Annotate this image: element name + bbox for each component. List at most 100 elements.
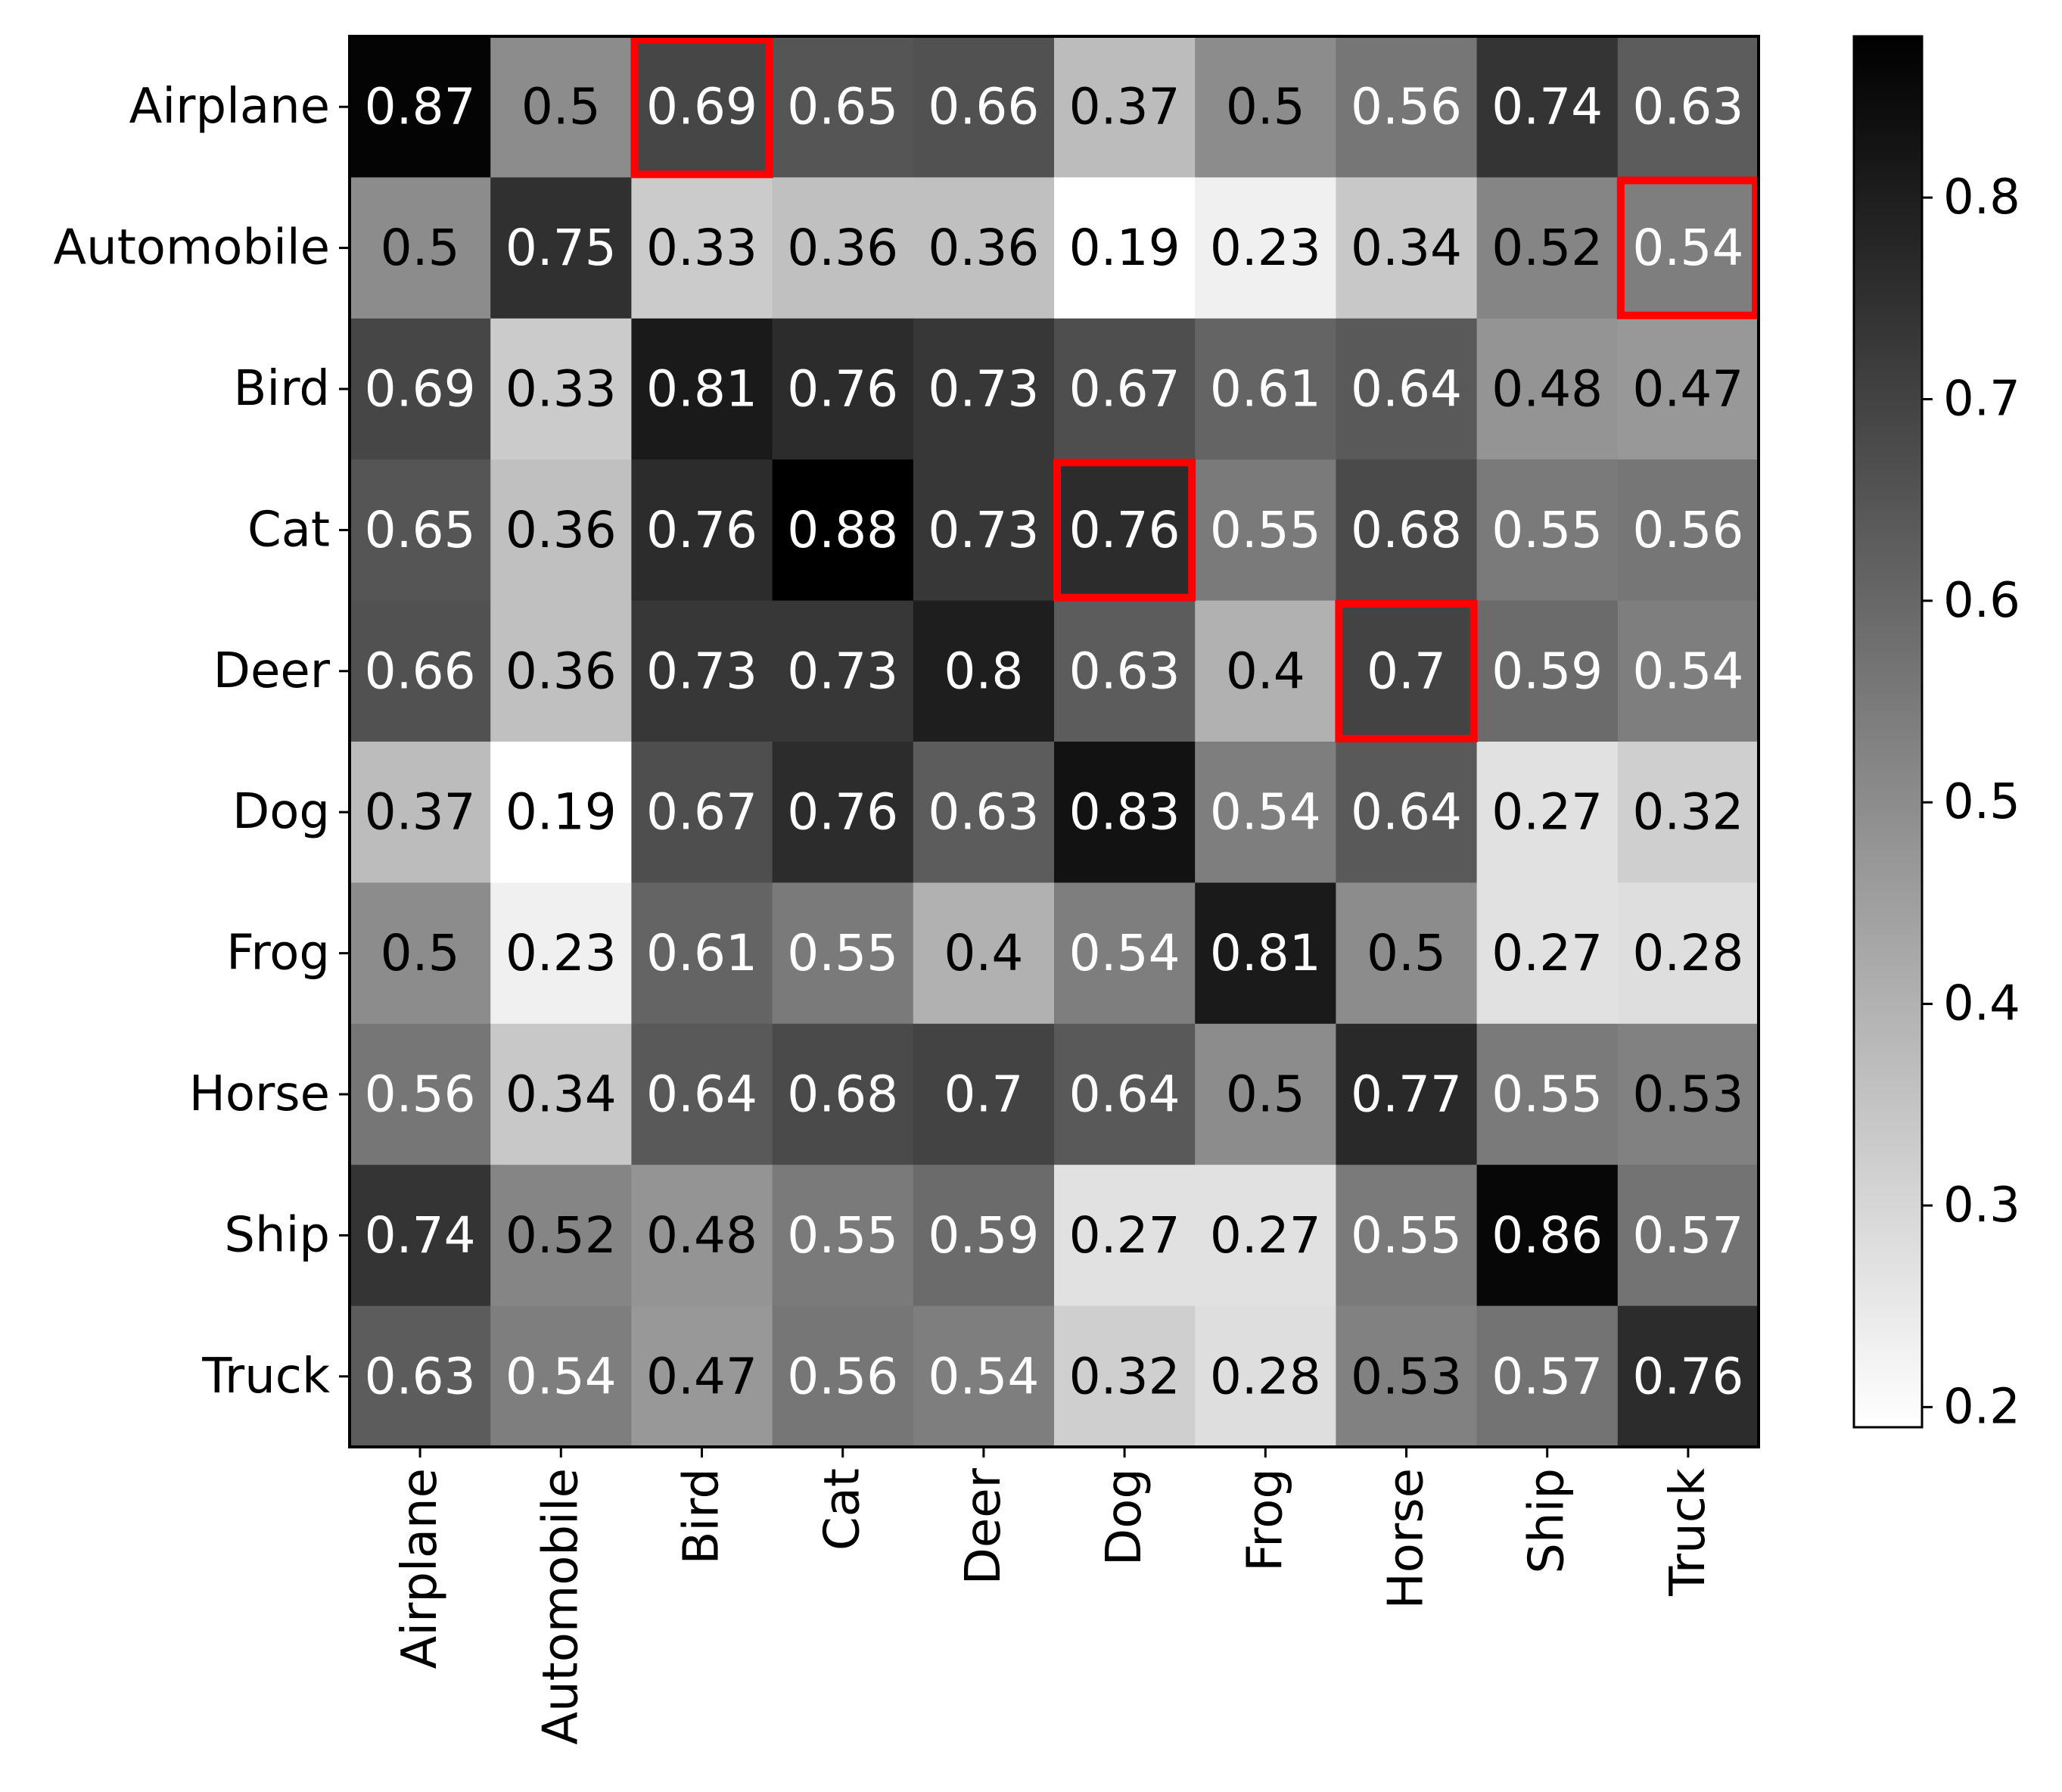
heatmap-cell: [1054, 318, 1196, 460]
heatmap-cell: [772, 1305, 914, 1448]
heatmap-cell: [490, 318, 632, 460]
cell-value-label: 0.47: [1632, 360, 1743, 418]
cell-value-label: 0.57: [1491, 1347, 1603, 1405]
cell-value-label: 0.76: [1632, 1347, 1743, 1405]
heatmap-cell: [1336, 882, 1478, 1025]
cell-value-label: 0.27: [1210, 1206, 1321, 1265]
cell-value-label: 0.59: [1491, 642, 1603, 700]
heatmap-cell: [913, 1165, 1055, 1307]
x-tick-label: Ship: [1519, 1468, 1575, 1574]
x-tick-label: Cat: [815, 1468, 871, 1551]
heatmap-cell: [913, 318, 1055, 460]
cell-value-label: 0.34: [505, 1066, 617, 1124]
heatmap-cell: [772, 882, 914, 1025]
cell-value-label: 0.27: [1491, 783, 1603, 842]
cell-value-label: 0.27: [1491, 924, 1603, 982]
x-tick-label: Horse: [1379, 1468, 1435, 1609]
cell-value-label: 0.19: [1069, 219, 1180, 277]
heatmap-cell: [490, 882, 632, 1025]
cell-value-label: 0.19: [505, 783, 617, 842]
heatmap-cell: [1476, 459, 1619, 602]
y-tick-label: Horse: [189, 1066, 330, 1122]
colorbar-tick-label: 0.2: [1943, 1379, 2020, 1435]
cell-value-label: 0.33: [646, 219, 757, 277]
heatmap-cell: [913, 459, 1055, 602]
heatmap-cell: [350, 36, 491, 178]
heatmap-cell: [1195, 1305, 1336, 1448]
cell-value-label: 0.52: [505, 1206, 617, 1265]
heatmap-cell: [1054, 600, 1196, 742]
cell-value-label: 0.81: [1210, 924, 1321, 982]
heatmap-cell: [1476, 1165, 1619, 1307]
heatmap-cell: [772, 459, 914, 602]
heatmap-cell: [913, 1305, 1055, 1448]
cell-value-label: 0.28: [1210, 1347, 1321, 1405]
highlight-box: [1053, 459, 1196, 602]
cell-value-label: 0.55: [1491, 1066, 1603, 1124]
heatmap-cell: [772, 742, 914, 883]
cell-value-label: 0.54: [505, 1347, 617, 1405]
colorbar-gradient: [1852, 35, 1924, 1429]
colorbar-tick-label: 0.4: [1943, 976, 2020, 1032]
heatmap-cell: [772, 318, 914, 460]
y-tick-label: Dog: [232, 784, 330, 840]
cell-value-label: 0.4: [944, 924, 1023, 982]
heatmap-cell: [772, 600, 914, 742]
heatmap-cell: [1336, 177, 1478, 319]
heatmap-cell: [1336, 600, 1478, 742]
colorbar-tick-label: 0.7: [1943, 371, 2020, 427]
heatmap-cell: [631, 882, 773, 1025]
cell-value-label: 0.5: [381, 924, 460, 982]
y-tick-label: Airplane: [129, 79, 330, 135]
x-axis: Airplane Automobile Bird Cat Deer Dog Frog Hors…: [392, 1447, 1716, 1745]
cell-value-label: 0.69: [365, 360, 476, 418]
heatmap-cell: [913, 177, 1055, 319]
heatmap-cell: [1195, 742, 1336, 883]
cell-value-label: 0.55: [1491, 501, 1603, 559]
cell-value-label: 0.66: [365, 642, 476, 700]
heatmap-cell: [1054, 882, 1196, 1025]
heatmap-cell: [1336, 1023, 1478, 1165]
cell-value-label: 0.28: [1632, 924, 1743, 982]
cell-value-label: 0.73: [928, 360, 1039, 418]
heatmap-cell: [490, 459, 632, 602]
cell-value-label: 0.65: [365, 501, 476, 559]
heatmap-cell: [490, 600, 632, 742]
cell-value-label: 0.65: [787, 78, 898, 136]
cell-value-label: 0.5: [381, 219, 460, 277]
cell-value-label: 0.61: [1210, 360, 1321, 418]
cell-value-label: 0.55: [1210, 501, 1321, 559]
cell-value-label: 0.63: [928, 783, 1039, 842]
plot-frame: [348, 35, 1760, 1448]
heatmap-cell: [631, 742, 773, 883]
heatmap-cell: [350, 600, 491, 742]
x-tick-label: Frog: [1237, 1468, 1293, 1572]
heatmap-cell: [1054, 177, 1196, 319]
cell-value-label: 0.73: [646, 642, 757, 700]
cell-value-label: 0.75: [505, 219, 617, 277]
x-tick-label: Airplane: [392, 1468, 448, 1669]
heatmap-cell: [1336, 1165, 1478, 1307]
cell-value-label: 0.86: [1491, 1206, 1603, 1265]
heatmap-cell: [1195, 36, 1336, 178]
heatmap-cell: [1476, 177, 1619, 319]
cell-value-label: 0.67: [1069, 360, 1180, 418]
heatmap-cell: [1617, 177, 1759, 319]
heatmap-cell: [1476, 882, 1619, 1025]
heatmap-cell: [350, 177, 491, 319]
cell-value-label: 0.55: [787, 1206, 898, 1265]
cell-value-label: 0.87: [365, 78, 476, 136]
heatmap-cell: [1617, 600, 1759, 742]
cell-value-label: 0.63: [1069, 642, 1180, 700]
y-tick-label: Automobile: [53, 220, 330, 276]
cell-value-label: 0.88: [787, 501, 898, 559]
cell-value-label: 0.56: [1351, 78, 1462, 136]
cell-value-label: 0.23: [505, 924, 617, 982]
cell-value-label: 0.23: [1210, 219, 1321, 277]
heatmap-cell: [913, 36, 1055, 178]
heatmap-cell: [1336, 318, 1478, 460]
y-axis: Airplane Automobile Bird Cat Deer Dog Frog Hors…: [53, 79, 350, 1405]
heatmap-cell: [1336, 36, 1478, 178]
cell-value-label: 0.81: [646, 360, 757, 418]
